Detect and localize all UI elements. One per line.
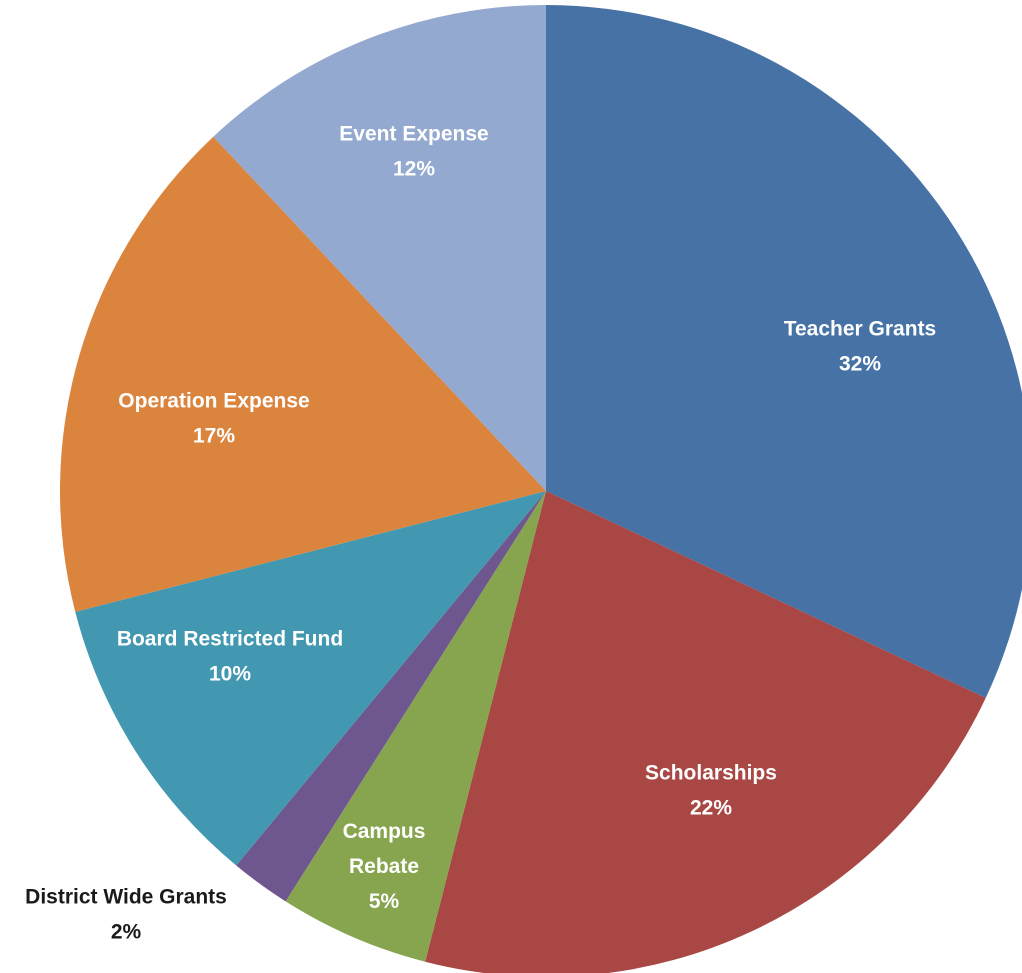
pie-slice-campus-rebate: [285, 491, 546, 962]
pie-labels: Teacher Grants 32% Scholarships 22% Campus Re…: [25, 123, 936, 944]
pie-slice-district-wide-grants: [236, 491, 546, 902]
data-label-campus-rebate: Campus Rebate 5%: [343, 820, 426, 913]
pie-slice-teacher-grants: [546, 5, 1022, 698]
data-label-event-expense: Event Expense 12%: [339, 123, 488, 181]
pie-slices: [60, 5, 1022, 973]
data-label-district-wide-grants: District Wide Grants 2%: [25, 886, 227, 944]
data-label-operation-expense: Operation Expense 17%: [118, 390, 309, 448]
data-label-board-restricted-fund: Board Restricted Fund 10%: [117, 628, 343, 686]
pie-slice-event-expense: [213, 5, 546, 491]
pie-slice-operation-expense: [60, 136, 546, 612]
pie-slice-scholarships: [425, 491, 986, 973]
data-label-teacher-grants: Teacher Grants 32%: [784, 318, 937, 376]
data-label-scholarships: Scholarships 22%: [645, 762, 777, 820]
pie-slice-board-restricted-fund: [75, 491, 547, 866]
